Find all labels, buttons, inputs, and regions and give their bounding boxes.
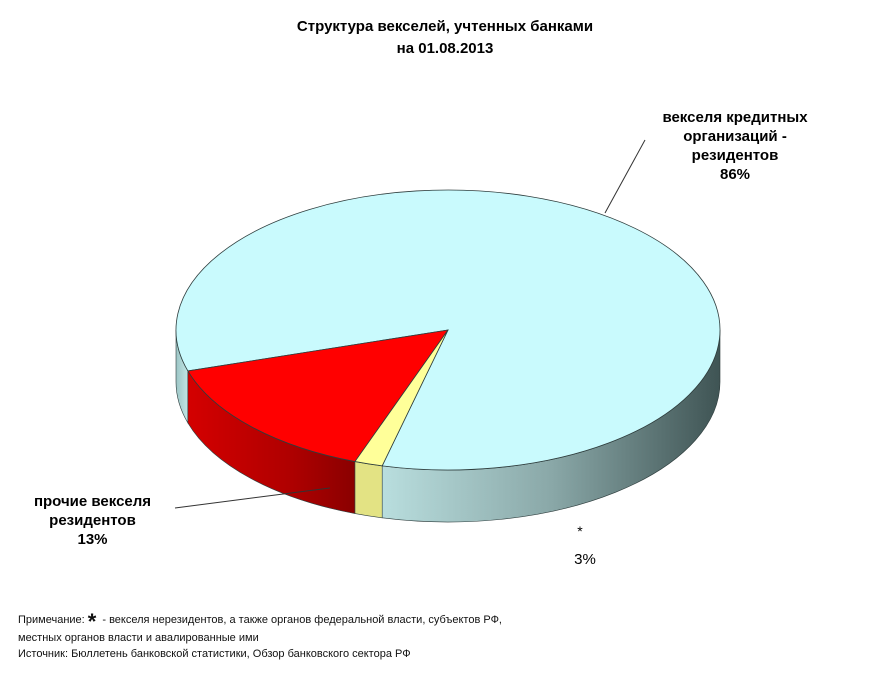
footnote-source: Источник: Бюллетень банковской статистик…	[18, 648, 411, 660]
leader-line-other	[174, 487, 331, 509]
slice-label-other: прочие векселя резидентов 13%	[0, 492, 185, 549]
chart-title: Структура векселей, учтенных банками на …	[0, 16, 890, 60]
footnote: Примечание: * - векселя нерезидентов, а т…	[18, 609, 718, 662]
chart-title-line2: на 01.08.2013	[396, 40, 494, 57]
slice-star-side	[354, 461, 383, 519]
slice-value-other: 13%	[77, 531, 108, 548]
chart-title-line1: Структура векселей, учтенных банками	[296, 18, 594, 35]
slice-value-banks: 86%	[719, 166, 751, 183]
footnote-star: *	[87, 609, 97, 634]
slice-value-star: 3%	[574, 551, 596, 568]
footnote-note: Примечание: * - векселя нерезидентов, а т…	[18, 609, 502, 634]
slice-other-top	[187, 329, 449, 462]
footnote-note-line2: местных органов власти и авалированные и…	[18, 632, 259, 644]
slice-label-banks: векселя кредитных организаций - резидент…	[620, 108, 850, 184]
slice-label-star: *	[577, 523, 583, 539]
slice-star-top	[354, 329, 449, 467]
leader-line-banks	[604, 139, 646, 214]
